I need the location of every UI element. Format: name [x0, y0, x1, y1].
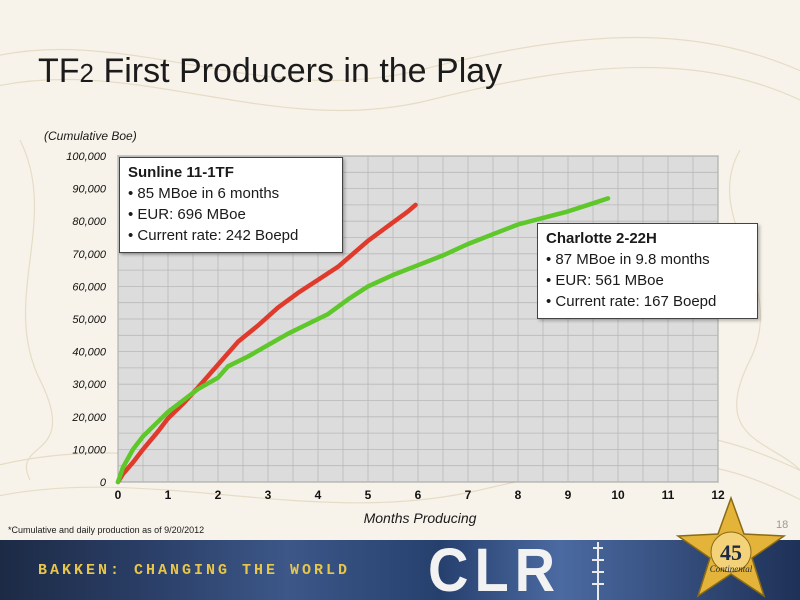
callout-line: • 85 MBoe in 6 months: [128, 185, 280, 202]
page-number: 18: [776, 519, 789, 531]
y-tick-label: 60,000: [72, 281, 107, 293]
y-tick-label: 40,000: [72, 347, 107, 359]
series-lines: [115, 196, 611, 485]
drilling-rig-icon: [592, 542, 604, 600]
x-tick-label: 5: [365, 488, 372, 502]
callout-line: • EUR: 696 MBoe: [128, 206, 246, 223]
x-tick-labels: 0 1 2 3 4 5 6 7 8 9 10 11 12: [115, 488, 725, 502]
x-tick-label: 7: [465, 488, 472, 502]
footnote: *Cumulative and daily production as of 9…: [8, 525, 205, 535]
y-tick-label: 0: [100, 477, 107, 489]
y-tick-label: 100,000: [66, 151, 107, 163]
callout-heading: Sunline 11-1TF: [128, 164, 234, 181]
series-line-charlotte: [115, 196, 611, 485]
callout-sunline: Sunline 11-1TF • 85 MBoe in 6 months • E…: [119, 157, 343, 253]
y-tick-label: 20,000: [71, 412, 107, 424]
y-tick-label: 50,000: [72, 314, 107, 326]
y-tick-label: 30,000: [72, 379, 107, 391]
x-tick-label: 3: [265, 488, 272, 502]
slide-title: TF2 First Producers in the Play: [38, 52, 503, 90]
y-tick-label: 70,000: [72, 249, 107, 261]
x-tick-label: 2: [215, 488, 222, 502]
y-tick-label: 10,000: [72, 444, 107, 456]
y-tick-label: 80,000: [72, 216, 107, 228]
callout-line: • EUR: 561 MBoe: [546, 272, 664, 289]
badge-text: Continental: [710, 564, 753, 574]
x-tick-label: 12: [711, 488, 725, 502]
x-tick-label: 10: [611, 488, 625, 502]
x-tick-label: 11: [662, 488, 675, 502]
x-tick-label: 1: [165, 488, 172, 502]
callout-charlotte: Charlotte 2-22H • 87 MBoe in 9.8 months …: [537, 223, 758, 319]
x-tick-label: 0: [115, 488, 122, 502]
callout-line: • 87 MBoe in 9.8 months: [546, 251, 710, 268]
x-tick-label: 9: [565, 488, 572, 502]
badge-number: 45: [720, 540, 742, 565]
series-line-sunline: [115, 202, 418, 485]
anniversary-badge-icon: 45 Continental: [675, 496, 787, 598]
callout-line: • Current rate: 167 Boepd: [546, 293, 717, 310]
banner-tagline: BAKKEN: CHANGING THE WORLD: [38, 562, 351, 579]
y-tick-label: 90,000: [72, 184, 107, 196]
clr-logo: CLR: [428, 540, 562, 600]
y-tick-labels: 0 10,000 20,000 30,000 40,000 50,000 60,000 70,…: [66, 151, 107, 489]
x-tick-label: 4: [315, 488, 322, 502]
x-tick-label: 6: [415, 488, 422, 502]
x-axis-label: Months Producing: [363, 510, 477, 526]
callout-line: • Current rate: 242 Boepd: [128, 227, 299, 244]
footer-banner: BAKKEN: CHANGING THE WORLD CLR: [0, 540, 800, 600]
callout-heading: Charlotte 2-22H: [546, 230, 657, 247]
y-axis-label: (Cumulative Boe): [44, 129, 137, 143]
x-tick-label: 8: [515, 488, 522, 502]
